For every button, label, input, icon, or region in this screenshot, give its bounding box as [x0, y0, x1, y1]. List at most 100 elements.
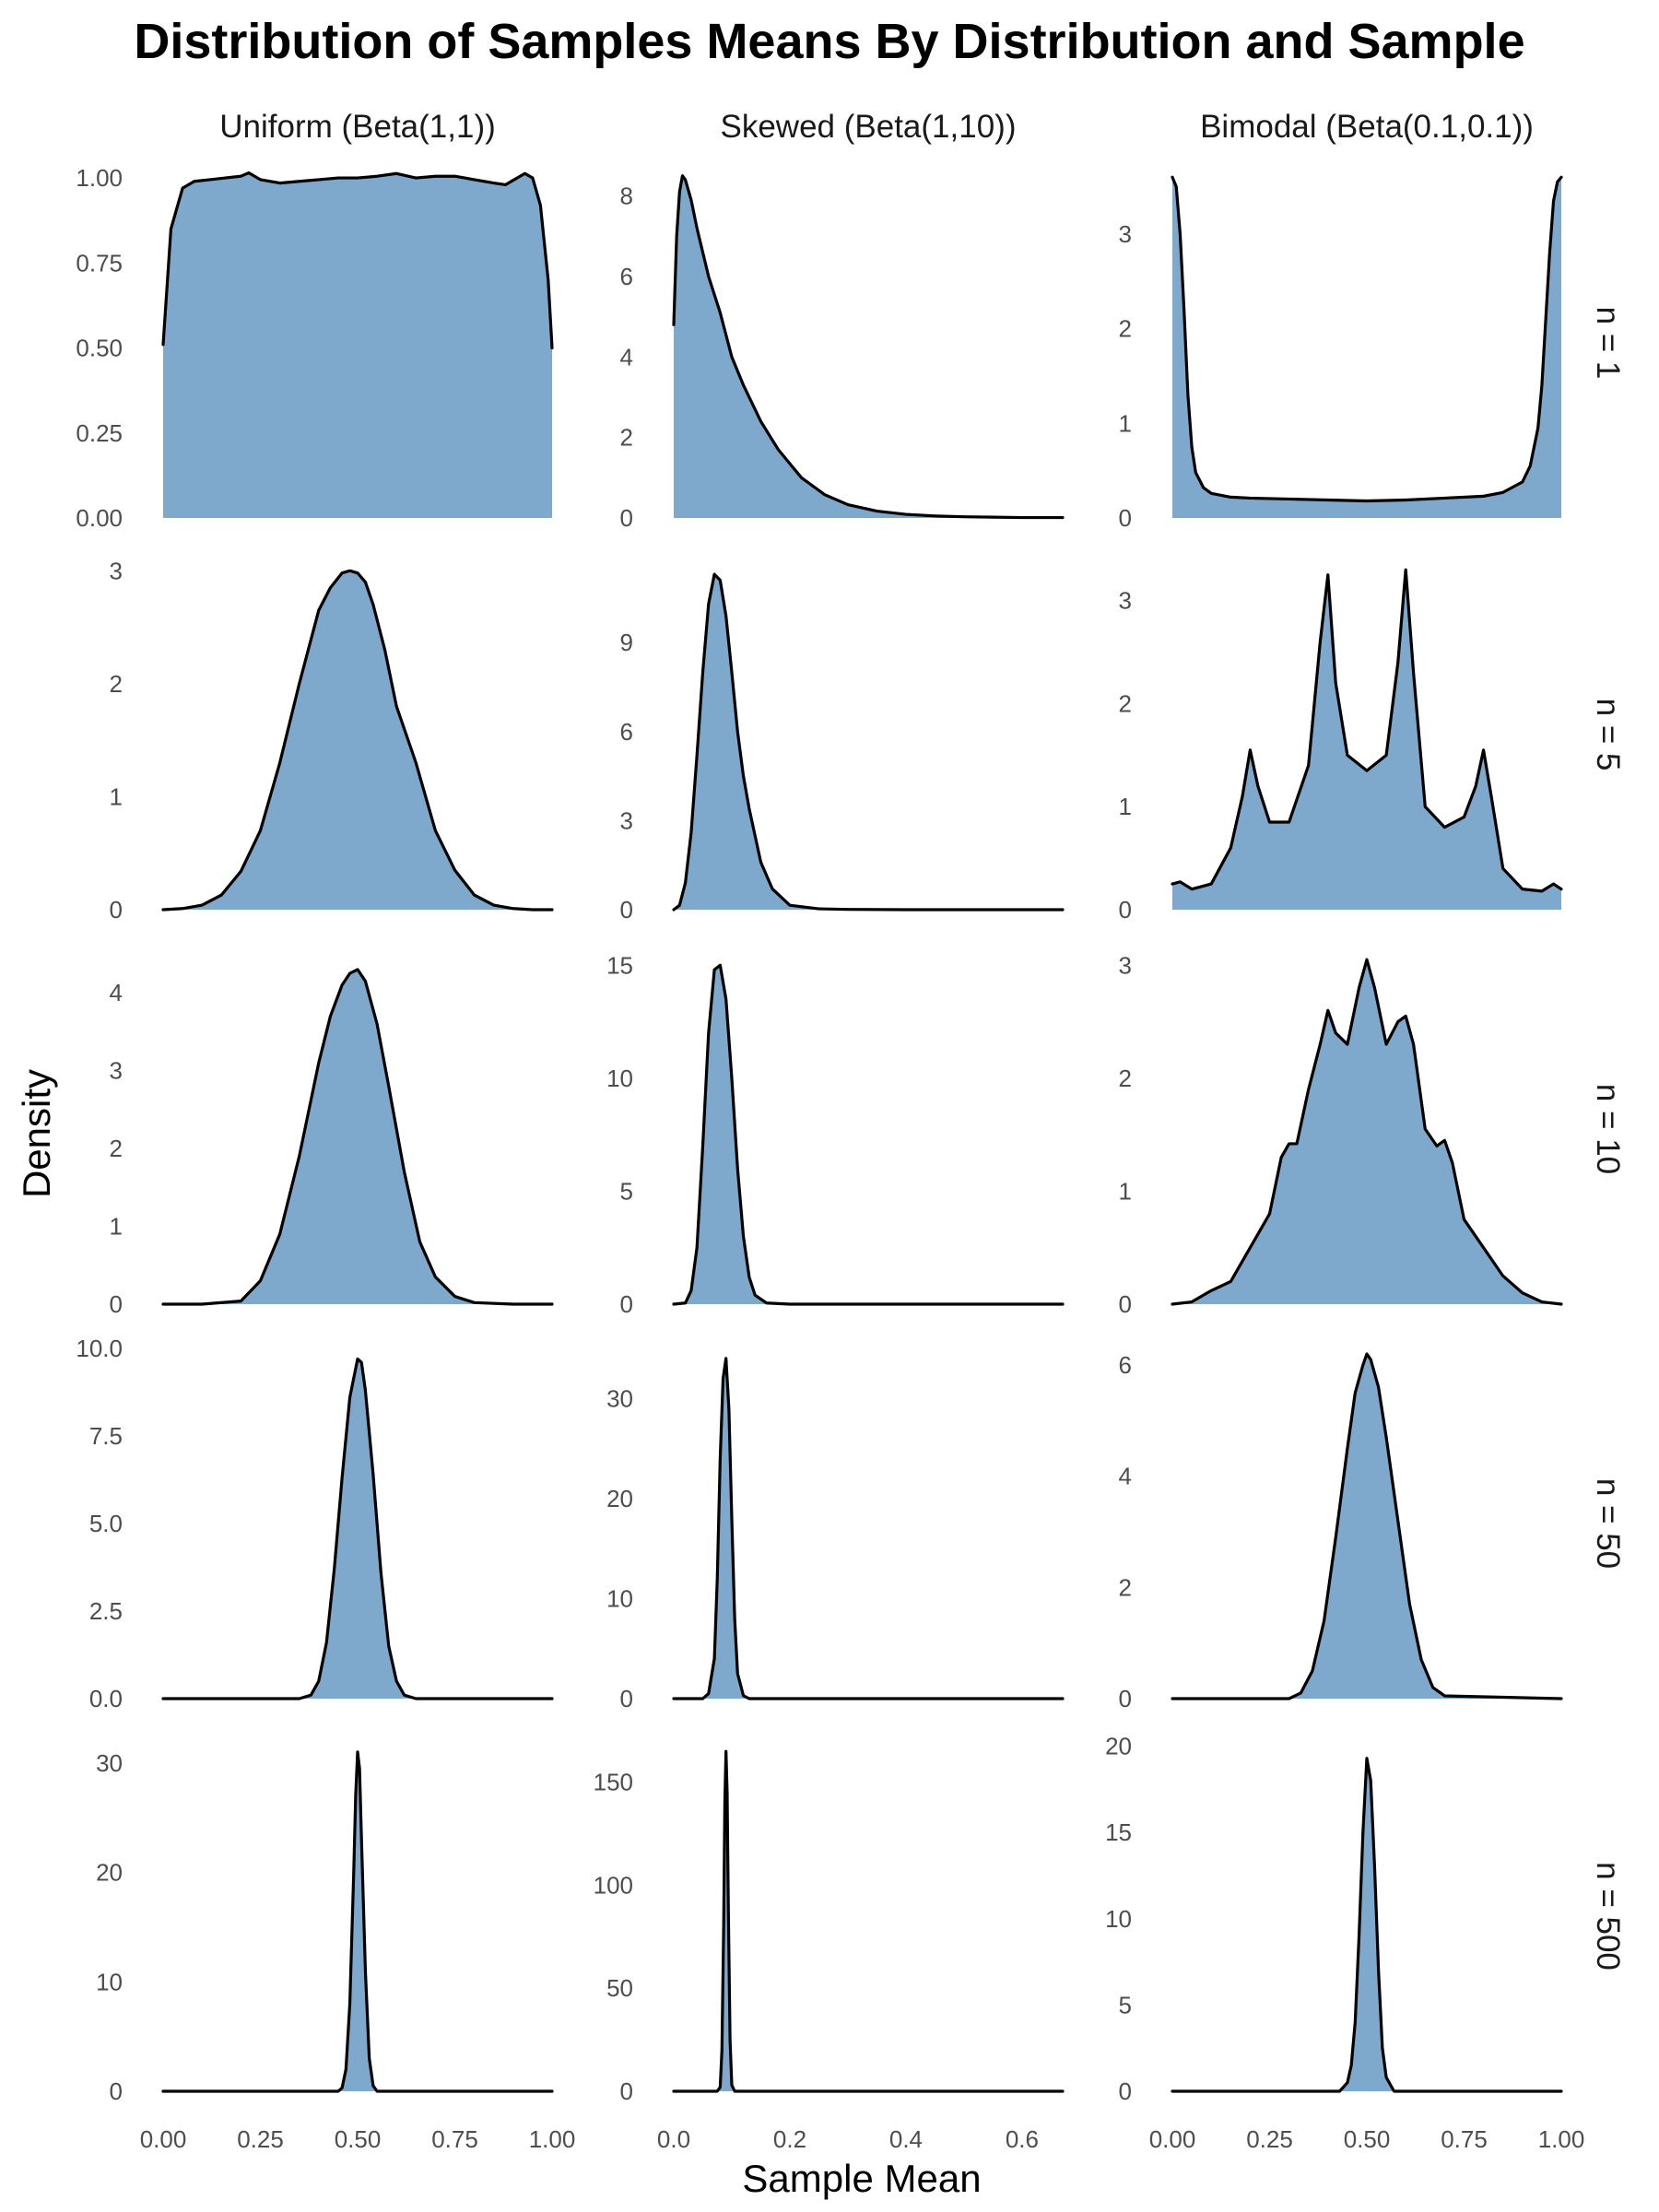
y-tick-label: 0 — [110, 2077, 123, 2105]
y-tick-label: 0 — [620, 504, 633, 532]
y-tick-label: 9 — [620, 629, 633, 656]
x-tick-label: 0.4 — [889, 2125, 923, 2153]
row-strip-label: n = 50 — [1590, 1478, 1626, 1569]
y-tick-label: 0 — [620, 1290, 633, 1318]
density-line — [161, 569, 554, 912]
y-tick-label: 1.00 — [76, 164, 123, 192]
y-tick-label: 3 — [1119, 587, 1132, 615]
y-tick-label: 0 — [620, 2077, 633, 2105]
density-line — [161, 1750, 554, 2093]
x-tick-label: 0.0 — [657, 2125, 690, 2153]
y-tick-label: 0 — [620, 1685, 633, 1712]
y-tick-label: 20 — [1105, 1733, 1132, 1760]
density-panel: 0 5 10 15 — [606, 951, 1065, 1318]
y-tick-label: 0.0 — [89, 1685, 123, 1712]
y-tick-label: 0 — [110, 896, 123, 924]
row-strip-label: n = 1 — [1590, 307, 1626, 380]
y-tick-label: 10 — [606, 1065, 633, 1092]
y-tick-label: 6 — [1119, 1351, 1132, 1379]
density-line — [672, 963, 1065, 1306]
density-line — [672, 174, 1065, 520]
y-tick-label: 15 — [606, 951, 633, 979]
density-panel: 0 10 20 30 — [96, 1749, 554, 2105]
y-tick-label: 0 — [1119, 2077, 1132, 2105]
y-tick-label: 6 — [620, 263, 633, 290]
y-tick-label: 10.0 — [76, 1335, 123, 1362]
chart-title: Distribution of Samples Means By Distrib… — [134, 14, 1524, 69]
column-strip-label: Skewed (Beta(1,10)) — [721, 109, 1017, 145]
density-area — [1172, 1354, 1561, 1699]
density-panel: 0 5 10 15 20 — [1105, 1733, 1563, 2105]
y-tick-label: 1 — [1119, 1177, 1132, 1205]
y-tick-label: 2 — [110, 1135, 123, 1162]
y-tick-label: 4 — [620, 343, 633, 371]
y-tick-label: 8 — [620, 182, 633, 210]
panel-grid: Uniform (Beta(1,1)) Skewed (Beta(1,10)) Bi… — [76, 109, 1625, 2153]
density-area — [674, 1751, 1063, 2091]
density-panel: 0 1 2 3 — [1119, 568, 1563, 924]
column-strip-label: Bimodal (Beta(0.1,0.1)) — [1200, 109, 1534, 145]
y-tick-label: 2 — [1119, 1573, 1132, 1601]
y-tick-label: 2 — [1119, 315, 1132, 343]
density-area — [1172, 570, 1561, 910]
x-axis-title: Sample Mean — [742, 2157, 981, 2200]
density-line — [1171, 1757, 1563, 2093]
density-area — [1172, 959, 1561, 1304]
y-tick-label: 6 — [620, 718, 633, 746]
y-tick-label: 0 — [1119, 1290, 1132, 1318]
y-tick-label: 1 — [110, 782, 123, 810]
x-tick-label: 0.2 — [773, 2125, 806, 2153]
y-axis-title: Density — [15, 1069, 58, 1198]
y-tick-label: 100 — [594, 1871, 633, 1899]
density-area — [163, 571, 552, 910]
density-area — [674, 175, 1063, 519]
density-line — [1171, 1352, 1563, 1700]
x-tick-label: 1.00 — [529, 2125, 576, 2153]
y-tick-label: 3 — [110, 1057, 123, 1085]
y-tick-label: 3 — [110, 557, 123, 584]
density-line — [161, 1357, 554, 1700]
density-line — [1171, 175, 1563, 503]
y-tick-label: 15 — [1105, 1818, 1132, 1846]
row-strip-label: n = 10 — [1590, 1084, 1626, 1174]
y-tick-label: 10 — [606, 1584, 633, 1612]
density-panel: 0 2 4 6 8 — [620, 174, 1065, 532]
row-strip-label: n = 5 — [1590, 699, 1626, 771]
y-tick-label: 0.25 — [76, 419, 123, 447]
density-panel: 0.0 2.5 5.0 7.5 10.0 — [76, 1335, 554, 1712]
y-tick-label: 0 — [1119, 504, 1132, 532]
density-area — [674, 574, 1063, 910]
y-tick-label: 5 — [620, 1177, 633, 1205]
density-area — [1172, 1758, 1561, 2091]
density-panel: 0 1 2 3 — [1119, 175, 1563, 532]
row-strip-label: n = 500 — [1590, 1862, 1626, 1971]
x-tick-label: 0.25 — [237, 2125, 284, 2153]
y-tick-label: 1 — [1119, 793, 1132, 820]
y-tick-label: 0.75 — [76, 249, 123, 276]
y-tick-label: 20 — [96, 1859, 123, 1887]
y-tick-label: 0 — [1119, 1685, 1132, 1712]
y-tick-label: 30 — [96, 1749, 123, 1777]
density-line — [161, 968, 554, 1306]
y-tick-label: 4 — [1119, 1463, 1132, 1490]
y-tick-label: 5.0 — [89, 1510, 123, 1537]
density-area — [163, 1751, 552, 2091]
density-line — [1171, 958, 1563, 1306]
density-panel: 0 1 2 3 — [110, 557, 554, 924]
y-tick-label: 10 — [1105, 1905, 1132, 1933]
x-tick-label: 0.50 — [1344, 2125, 1391, 2153]
y-tick-label: 0 — [1119, 896, 1132, 924]
y-tick-label: 5 — [1119, 1991, 1132, 2018]
y-tick-label: 20 — [606, 1485, 633, 1512]
density-line — [161, 171, 554, 350]
y-tick-label: 2.5 — [89, 1597, 123, 1625]
y-tick-label: 0 — [110, 1290, 123, 1318]
y-tick-label: 50 — [606, 1974, 633, 2002]
x-tick-label: 0.75 — [431, 2125, 478, 2153]
y-tick-label: 1 — [1119, 409, 1132, 437]
y-tick-label: 30 — [606, 1384, 633, 1412]
density-panel: 0 3 6 9 — [620, 572, 1065, 924]
y-tick-label: 2 — [1119, 689, 1132, 717]
x-tick-label: 0.50 — [335, 2125, 382, 2153]
